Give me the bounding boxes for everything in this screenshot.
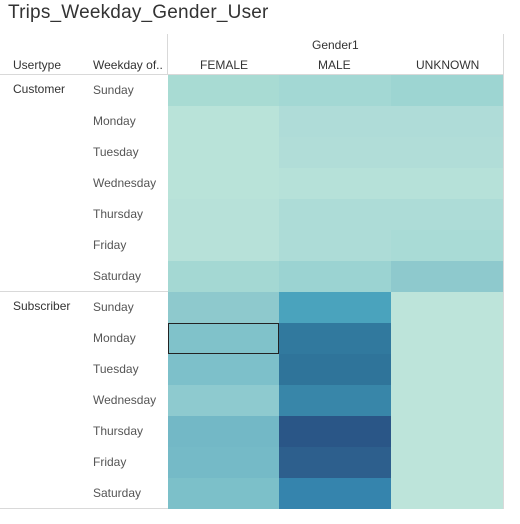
weekday-label: Wednesday <box>93 393 157 407</box>
heatmap-cell-female[interactable] <box>168 261 279 292</box>
heatmap-cell-male[interactable] <box>279 75 391 106</box>
heatmap-cell-unknown[interactable] <box>391 75 503 106</box>
weekday-label: Sunday <box>93 300 134 314</box>
heatmap-cell-unknown[interactable] <box>391 106 503 137</box>
heatmap-cell-male[interactable] <box>279 416 391 447</box>
heatmap-cell-unknown[interactable] <box>391 199 503 230</box>
heatmap-cell-unknown[interactable] <box>391 261 503 292</box>
heatmap-cell-unknown[interactable] <box>391 447 503 478</box>
weekday-label: Friday <box>93 238 127 252</box>
weekday-label: Tuesday <box>93 145 139 159</box>
weekday-label: Friday <box>93 455 127 469</box>
heatmap-cell-female[interactable] <box>168 323 279 354</box>
column-header-female: FEMALE <box>200 58 249 72</box>
heatmap-cell-female[interactable] <box>168 385 279 416</box>
heatmap-cell-female[interactable] <box>168 137 279 168</box>
heatmap-cell-female[interactable] <box>168 292 279 323</box>
column-header-unknown: UNKNOWN <box>416 58 480 72</box>
heatmap-cell-male[interactable] <box>279 168 391 199</box>
heatmap-cell-female[interactable] <box>168 230 279 261</box>
heatmap-cell-female[interactable] <box>168 106 279 137</box>
heatmap-cell-male[interactable] <box>279 292 391 323</box>
heatmap-cell-male[interactable] <box>279 478 391 509</box>
heatmap-cell-female[interactable] <box>168 168 279 199</box>
column-group-label: Gender1 <box>312 38 359 52</box>
weekday-label: Wednesday <box>93 176 157 190</box>
heatmap-cell-unknown[interactable] <box>391 354 503 385</box>
heatmap-cell-unknown[interactable] <box>391 137 503 168</box>
heatmap-cell-male[interactable] <box>279 354 391 385</box>
heatmap-cell-male[interactable] <box>279 261 391 292</box>
heatmap-cell-male[interactable] <box>279 199 391 230</box>
heatmap-cell-female[interactable] <box>168 75 279 106</box>
chart-title: Trips_Weekday_Gender_User <box>8 2 269 23</box>
heatmap-cell-female[interactable] <box>168 354 279 385</box>
heatmap-cell-male[interactable] <box>279 137 391 168</box>
usertype-label: Subscriber <box>13 299 71 313</box>
usertype-label: Customer <box>13 82 66 96</box>
heatmap-cell-female[interactable] <box>168 416 279 447</box>
heatmap-cell-unknown[interactable] <box>391 230 503 261</box>
weekday-label: Thursday <box>93 424 144 438</box>
heatmap-cell-male[interactable] <box>279 385 391 416</box>
header-divider-vertical <box>167 34 168 74</box>
heatmap-cell-female[interactable] <box>168 199 279 230</box>
heatmap-cell-unknown[interactable] <box>391 478 503 509</box>
weekday-label: Monday <box>93 331 136 345</box>
heatmap-cell-unknown[interactable] <box>391 323 503 354</box>
heatmap-cell-unknown[interactable] <box>391 416 503 447</box>
header-right-edge <box>503 34 504 74</box>
column-header-male: MALE <box>318 58 351 72</box>
heatmap-cell-unknown[interactable] <box>391 385 503 416</box>
heatmap-cell-female[interactable] <box>168 447 279 478</box>
weekday-label: Tuesday <box>93 362 139 376</box>
header-bottom-rule <box>0 74 504 75</box>
heatmap-cell-male[interactable] <box>279 230 391 261</box>
weekday-label: Thursday <box>93 207 144 221</box>
row-header-weekday: Weekday of.. <box>93 58 163 72</box>
heatmap-cell-unknown[interactable] <box>391 292 503 323</box>
heatmap-cell-male[interactable] <box>279 323 391 354</box>
weekday-label: Monday <box>93 114 136 128</box>
heatmap-cell-female[interactable] <box>168 478 279 509</box>
heatmap-cell-male[interactable] <box>279 106 391 137</box>
heatmap-cell-male[interactable] <box>279 447 391 478</box>
row-header-usertype: Usertype <box>13 58 62 72</box>
weekday-label: Saturday <box>93 269 142 283</box>
weekday-label: Saturday <box>93 486 142 500</box>
weekday-label: Sunday <box>93 83 134 97</box>
heatmap-cell-unknown[interactable] <box>391 168 503 199</box>
